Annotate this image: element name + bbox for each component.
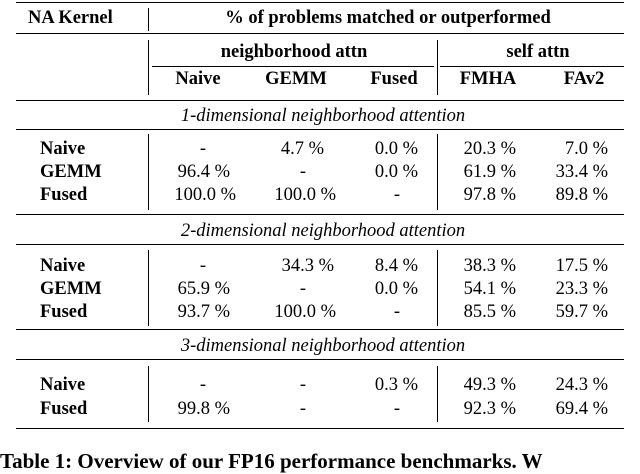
table-cell: 96.4 % [177, 162, 230, 182]
table-cell: 59.7 % [555, 302, 608, 322]
section-1-divider-left [148, 134, 149, 210]
table-cell: 24.3 % [555, 375, 608, 395]
row-label: Naive [40, 256, 86, 276]
table-cell: 8.4 % [374, 256, 418, 276]
metric-header: % of problems matched or outperformed [225, 8, 551, 28]
table-cell: - [199, 256, 206, 276]
col-header-fused: Fused [370, 69, 418, 89]
neighborhood-attn-group-header: neighborhood attn [220, 42, 368, 62]
row-label: Fused [40, 302, 88, 322]
row-label: GEMM [40, 162, 102, 182]
table-cell: 54.1 % [463, 279, 516, 299]
section-3-divider-left [148, 366, 149, 422]
table-caption: Table 1: Overview of our FP16 performanc… [0, 449, 543, 473]
table-cell: 17.5 % [555, 256, 608, 276]
section-1-title-rule [16, 129, 624, 130]
table-cell: 0.3 % [374, 375, 418, 395]
table-cell: 20.3 % [463, 139, 516, 159]
table-cell: 99.8 % [177, 399, 230, 419]
section-1-divider-right [437, 134, 438, 210]
table-cell: - [199, 375, 206, 395]
table-cell: - [299, 162, 306, 182]
section-3-title-rule [16, 359, 624, 360]
table-cell: - [199, 139, 206, 159]
subheader-rule [16, 100, 624, 101]
section-1-end-rule [16, 214, 624, 215]
table-cell: - [299, 279, 306, 299]
table-cell: 100.0 % [274, 185, 336, 205]
bottom-rule [16, 428, 624, 429]
section-2-divider-right [437, 250, 438, 326]
table-cell: 69.4 % [555, 399, 608, 419]
table-cell: - [299, 399, 306, 419]
table-cell: - [299, 375, 306, 395]
table-cell: 34.3 % [281, 256, 334, 276]
row-label: Naive [40, 375, 86, 395]
section-3-divider-right [437, 366, 438, 422]
subheader-divider-right [437, 40, 438, 95]
section-2-end-rule [16, 329, 624, 330]
table-cell: 0.0 % [374, 139, 418, 159]
table-cell: 23.3 % [555, 279, 608, 299]
row-label: Naive [40, 139, 86, 159]
table-cell: 85.5 % [463, 302, 516, 322]
table-cell: 0.0 % [374, 279, 418, 299]
section-2-title: 2-dimensional neighborhood attention [180, 221, 466, 241]
table-cell: - [393, 185, 400, 205]
col-header-fav2: FAv2 [563, 69, 605, 89]
header-divider [148, 8, 149, 31]
row-label: Fused [40, 185, 88, 205]
self-attn-group-header: self attn [506, 42, 570, 62]
table-cell: 61.9 % [463, 162, 516, 182]
col-header-fmha: FMHA [459, 69, 517, 89]
subheader-divider-left [148, 40, 149, 95]
top-rule [16, 2, 624, 3]
table-cell: 33.4 % [555, 162, 608, 182]
kernel-column-header: NA Kernel [28, 8, 113, 28]
table-cell: 97.8 % [463, 185, 516, 205]
table-cell: 93.7 % [177, 302, 230, 322]
col-header-naive: Naive [175, 69, 221, 89]
section-3-title: 3-dimensional neighborhood attention [180, 336, 466, 356]
table-cell: 92.3 % [463, 399, 516, 419]
table-cell: 89.8 % [555, 185, 608, 205]
table-cell: 49.3 % [463, 375, 516, 395]
section-1-title: 1-dimensional neighborhood attention [180, 106, 466, 126]
table-cell: 4.7 % [280, 139, 324, 159]
table-cell: 0.0 % [374, 162, 418, 182]
table-cell: 100.0 % [274, 302, 336, 322]
section-2-divider-left [148, 250, 149, 326]
table-cell: 7.0 % [564, 139, 608, 159]
self-group-rule [440, 66, 624, 67]
col-header-gemm: GEMM [265, 69, 327, 89]
table-cell: 65.9 % [177, 279, 230, 299]
neighborhood-group-rule [152, 66, 434, 67]
table-cell: - [393, 302, 400, 322]
row-label: Fused [40, 399, 88, 419]
header-rule [16, 33, 624, 34]
table-cell: 100.0 % [174, 185, 236, 205]
section-2-title-rule [16, 244, 624, 245]
table-cell: 38.3 % [463, 256, 516, 276]
table-cell: - [393, 399, 400, 419]
row-label: GEMM [40, 279, 102, 299]
